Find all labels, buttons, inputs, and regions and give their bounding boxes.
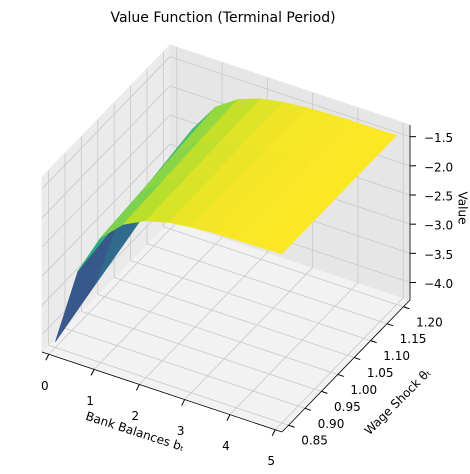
- y-tick-label: 0.95: [334, 400, 361, 414]
- x-tick: [181, 399, 186, 406]
- x-tick-label: 1: [86, 394, 94, 408]
- grid-line: [229, 282, 359, 415]
- y-tick: [386, 323, 394, 327]
- grid-line: [169, 56, 411, 138]
- x-tick: [271, 429, 276, 436]
- y-tick-label: 1.10: [383, 349, 410, 363]
- x-tick-label: 0: [41, 379, 49, 393]
- grid-line: [130, 260, 371, 341]
- x-tick: [226, 414, 231, 421]
- grid-line: [41, 85, 171, 219]
- x-tick-label: 5: [267, 454, 275, 468]
- y-tick: [370, 340, 377, 344]
- grid-line: [146, 243, 388, 325]
- y-tick: [288, 424, 295, 428]
- grid-line: [93, 237, 223, 370]
- y-tick: [403, 306, 410, 310]
- x-tick: [90, 369, 95, 376]
- x-tick-label: 2: [132, 409, 140, 423]
- grid-line: [48, 221, 178, 355]
- axis-line: [281, 299, 411, 433]
- y-tick-label: 1.15: [400, 332, 427, 346]
- grid-line: [114, 277, 355, 358]
- y-tick-label: 0.90: [318, 417, 345, 431]
- grid-line: [41, 56, 171, 189]
- x-tick: [45, 354, 50, 361]
- grid-line: [139, 252, 268, 385]
- y-tick: [337, 373, 344, 377]
- x-tick-label: 4: [222, 439, 230, 453]
- y-tick: [304, 407, 312, 411]
- z-axis-label: Value: [456, 192, 470, 225]
- y-tick-label: 1.00: [350, 383, 377, 397]
- y-tick-label: 1.05: [367, 366, 394, 380]
- y-tick-label: 1.20: [416, 315, 443, 329]
- grid-line: [41, 114, 171, 248]
- grid-line: [64, 327, 306, 409]
- y-tick: [321, 390, 328, 394]
- y-tick: [354, 357, 361, 361]
- y-tick-label: 0.85: [301, 434, 328, 448]
- z-tick-label: −3.0: [424, 219, 453, 233]
- x-tick: [135, 384, 140, 391]
- axis-line: [41, 351, 283, 433]
- surface-patch: [258, 205, 322, 255]
- z-tick-label: −4.0: [424, 277, 453, 291]
- grid-line: [97, 294, 338, 375]
- grid-line: [184, 267, 313, 400]
- grid-line: [48, 344, 289, 426]
- z-tick-label: −3.5: [424, 248, 453, 262]
- z-tick-label: −2.5: [424, 190, 453, 204]
- grid-line: [163, 226, 404, 308]
- chart-title: Value Function (Terminal Period): [110, 10, 335, 26]
- grid-line: [81, 311, 322, 392]
- grid-line: [274, 297, 404, 431]
- grid-line: [41, 143, 171, 277]
- x-tick-label: 3: [177, 424, 185, 438]
- z-tick-label: −1.5: [424, 131, 453, 145]
- z-tick-label: −2.0: [424, 160, 453, 174]
